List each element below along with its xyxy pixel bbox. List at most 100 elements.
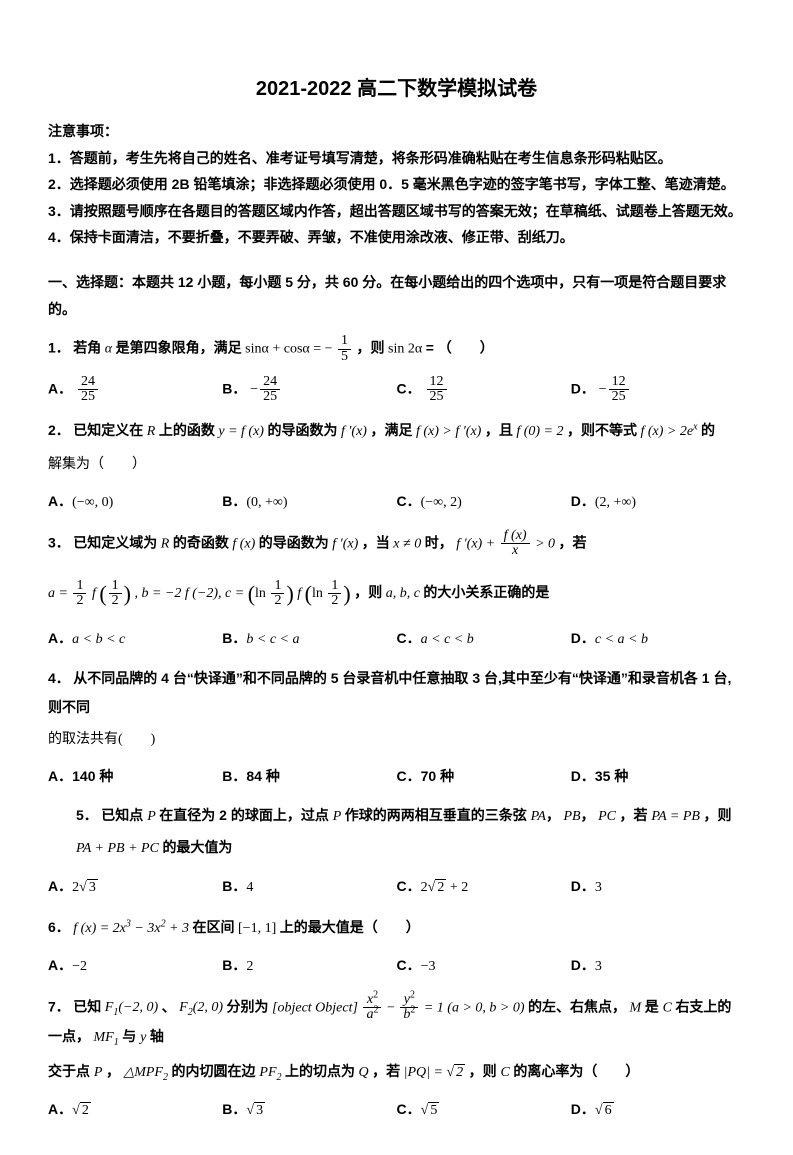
q1-eq2: sin 2α	[388, 342, 422, 357]
q1-b-num: 24	[260, 375, 280, 391]
q7-num: 7．	[48, 998, 70, 1014]
q3-opt-a: A．a < b < c	[48, 625, 222, 654]
q4-line2: 的取法共有( )	[48, 727, 745, 754]
q4-b-val: 84 种	[246, 768, 279, 784]
q7-PQr: 2	[454, 1064, 465, 1080]
q3-line2: a = 12 f (12) , b = −2 f (−2), c = (ln 1…	[48, 573, 745, 615]
q7-MF1s: 1	[114, 1037, 119, 1048]
q3-f2: f ′(x)	[332, 536, 358, 551]
q5-d-val: 3	[595, 880, 602, 895]
q5-ta: 已知点	[101, 807, 147, 823]
q4-c-val: 70 种	[421, 768, 454, 784]
q3-aid: 2	[109, 594, 122, 609]
q7-d-label: D．	[571, 1101, 595, 1117]
q3-a-out: 12	[73, 579, 86, 609]
q6-mid: − 3x	[131, 921, 161, 936]
q7-Cc2: C	[501, 1065, 510, 1080]
q7-fr2de: 2	[410, 1005, 415, 1016]
q5-line2: PA + PB + PC 的最大值为	[48, 834, 745, 863]
q3-a-label: A．	[48, 630, 72, 646]
q4-a-val: 140 种	[72, 768, 113, 784]
q6-num: 6．	[48, 919, 70, 935]
q6-ta: 在区间	[193, 919, 235, 935]
q4-options: A．140 种 B．84 种 C．70 种 D．35 种	[48, 763, 745, 790]
q1-text-d: = （ ）	[426, 340, 494, 356]
q7-line2: 交于点 P ， △MPF2 的内切圆在边 PF2 上的切点为 Q ，若 |PQ|…	[48, 1058, 745, 1087]
q1-frac-num: 1	[338, 334, 351, 350]
q3-tb: 的奇函数	[173, 534, 229, 550]
q2-f4: f (0) = 2	[516, 424, 563, 439]
q3-f3l: f ′(x) +	[456, 536, 498, 551]
q3-d-val: c < a < b	[595, 632, 648, 647]
q2-opt-c: C．(−∞, 2)	[397, 488, 571, 517]
q3-c2a: ln	[312, 586, 326, 601]
q5-a-pre: 2	[72, 880, 79, 895]
q3-fd: x	[501, 544, 530, 559]
q3-c1d: 2	[271, 594, 284, 609]
q6-fx1: f (x) = 2x	[73, 921, 126, 936]
q6-opt-a: A．−2	[48, 952, 222, 981]
q7-PQ: |PQ| = 2	[404, 1065, 466, 1080]
q7-tc: 的左、右焦点，	[528, 998, 626, 1014]
q7-l2c: 的内切圆在边	[172, 1063, 260, 1079]
q7-b-rad: 3	[254, 1102, 265, 1118]
q6-intv: [−1, 1]	[238, 921, 276, 936]
q3-aon: 1	[73, 579, 86, 595]
q7-tf: 与	[122, 1028, 140, 1044]
q6-b-val: 2	[246, 959, 253, 974]
q1-c-label: C．	[397, 380, 421, 396]
q1-opt-a: A． 2425	[48, 375, 222, 405]
q7-options: A．2 B．3 C．5 D．6	[48, 1096, 745, 1125]
q2-f3: f (x) > f ′(x)	[416, 424, 481, 439]
q6-c-label: C．	[397, 957, 421, 973]
q3-c1a: ln	[255, 586, 269, 601]
q6-opt-d: D．3	[571, 952, 745, 981]
q4-text: 从不同品牌的 4 台“快译通”和不同品牌的 5 台录音机中任意抽取 3 台,其中…	[48, 670, 731, 715]
q1-text-c: ，则	[357, 340, 385, 356]
q5-opt-d: D．3	[571, 873, 745, 902]
q4-c-label: C．	[397, 768, 421, 784]
q3-tc: 的导函数为	[259, 534, 329, 550]
q2-f5a: f (x) > 2e	[641, 424, 694, 439]
q7-fr1: x2a2	[363, 993, 381, 1023]
q7-tg: 轴	[150, 1028, 164, 1044]
q1-opt-c: C． 1225	[397, 375, 571, 405]
q3-b: , b = −2 f (−2), c =	[135, 586, 248, 601]
q3-aod: 2	[73, 594, 86, 609]
q7-sep: 、	[162, 998, 176, 1014]
q2-c-val: (−∞, 2)	[421, 495, 462, 510]
q5-c-label: C．	[397, 878, 421, 894]
q1-opt-d: D． −1225	[571, 375, 745, 405]
q7-Q: Q	[359, 1065, 369, 1080]
question-2: 2． 已知定义在 R 上的函数 y = f (x) 的导函数为 f ′(x) ，…	[48, 417, 745, 446]
q5-options: A．23 B．4 C．22 + 2 D．3	[48, 873, 745, 902]
q4-d-label: D．	[571, 768, 595, 784]
q6-options: A．−2 B．2 C．−3 D．3	[48, 952, 745, 981]
q5-tb: 在直径为 2 的球面上，过点	[159, 807, 332, 823]
q3-num: 3．	[48, 534, 70, 550]
q3-abc: a, b, c	[386, 586, 420, 601]
q1-d-label: D．	[571, 380, 595, 396]
notice-1: 1．答题前，考生先将自己的姓名、准考证号填写清楚，将条形码准确粘贴在考生信息条形…	[48, 145, 745, 172]
q2-num: 2．	[48, 422, 70, 438]
q4-d-val: 35 种	[595, 768, 628, 784]
q7-tris: 2	[163, 1072, 168, 1083]
q1-text-a: 若角	[73, 340, 101, 356]
q6-c-val: −3	[421, 959, 436, 974]
q5-b-label: B．	[222, 878, 246, 894]
q2-tc: 的导函数为	[267, 422, 337, 438]
q7-minus: −	[387, 1000, 398, 1015]
q5-opt-a: A．23	[48, 873, 222, 902]
q7-tril: △MPF	[123, 1065, 163, 1080]
q1-c-den: 25	[427, 390, 447, 405]
q2-opt-d: D．(2, +∞)	[571, 488, 745, 517]
q7-l2f: ，则	[469, 1063, 501, 1079]
q3-frac: f (x)x	[501, 529, 530, 559]
q2-d-val: (2, +∞)	[595, 495, 636, 510]
q7-F2l: F	[179, 1000, 188, 1015]
q5-opt-c: C．22 + 2	[397, 873, 571, 902]
q7-d-rad: 6	[603, 1102, 614, 1118]
notice-3: 3．请按照题号顺序在各题目的答题区域内作答，超出答题区域书写的答案无效；在草稿纸…	[48, 198, 745, 225]
q7-ta: 已知	[73, 998, 101, 1014]
section-mc-head: 一、选择题：本题共 12 小题，每小题 5 分，共 60 分。在每小题给出的四个…	[48, 269, 745, 322]
